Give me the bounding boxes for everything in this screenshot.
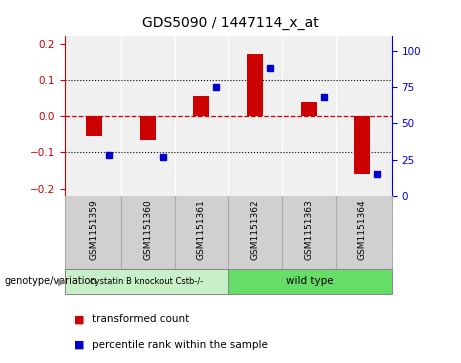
Bar [355,116,370,174]
Bar [65,269,228,294]
Text: GSM1151363: GSM1151363 [304,200,313,260]
Text: genotype/variation: genotype/variation [5,276,97,286]
Text: GSM1151361: GSM1151361 [197,200,206,260]
Bar [140,116,156,140]
Text: cystatin B knockout Cstb-/-: cystatin B knockout Cstb-/- [90,277,203,286]
Text: GDS5090 / 1447114_x_at: GDS5090 / 1447114_x_at [142,16,319,30]
Bar [301,102,317,116]
Bar [247,54,263,116]
Text: ■: ■ [74,314,84,325]
Text: GSM1151359: GSM1151359 [89,200,99,260]
Text: GSM1151360: GSM1151360 [143,200,152,260]
Text: transformed count: transformed count [92,314,189,325]
Text: percentile rank within the sample: percentile rank within the sample [92,340,268,350]
Text: GSM1151364: GSM1151364 [358,200,367,260]
Bar [193,96,209,116]
Text: wild type: wild type [286,276,334,286]
Text: ▶: ▶ [58,276,66,286]
Bar [228,269,392,294]
Text: GSM1151362: GSM1151362 [250,200,260,260]
Text: ■: ■ [74,340,84,350]
Bar [86,116,102,136]
